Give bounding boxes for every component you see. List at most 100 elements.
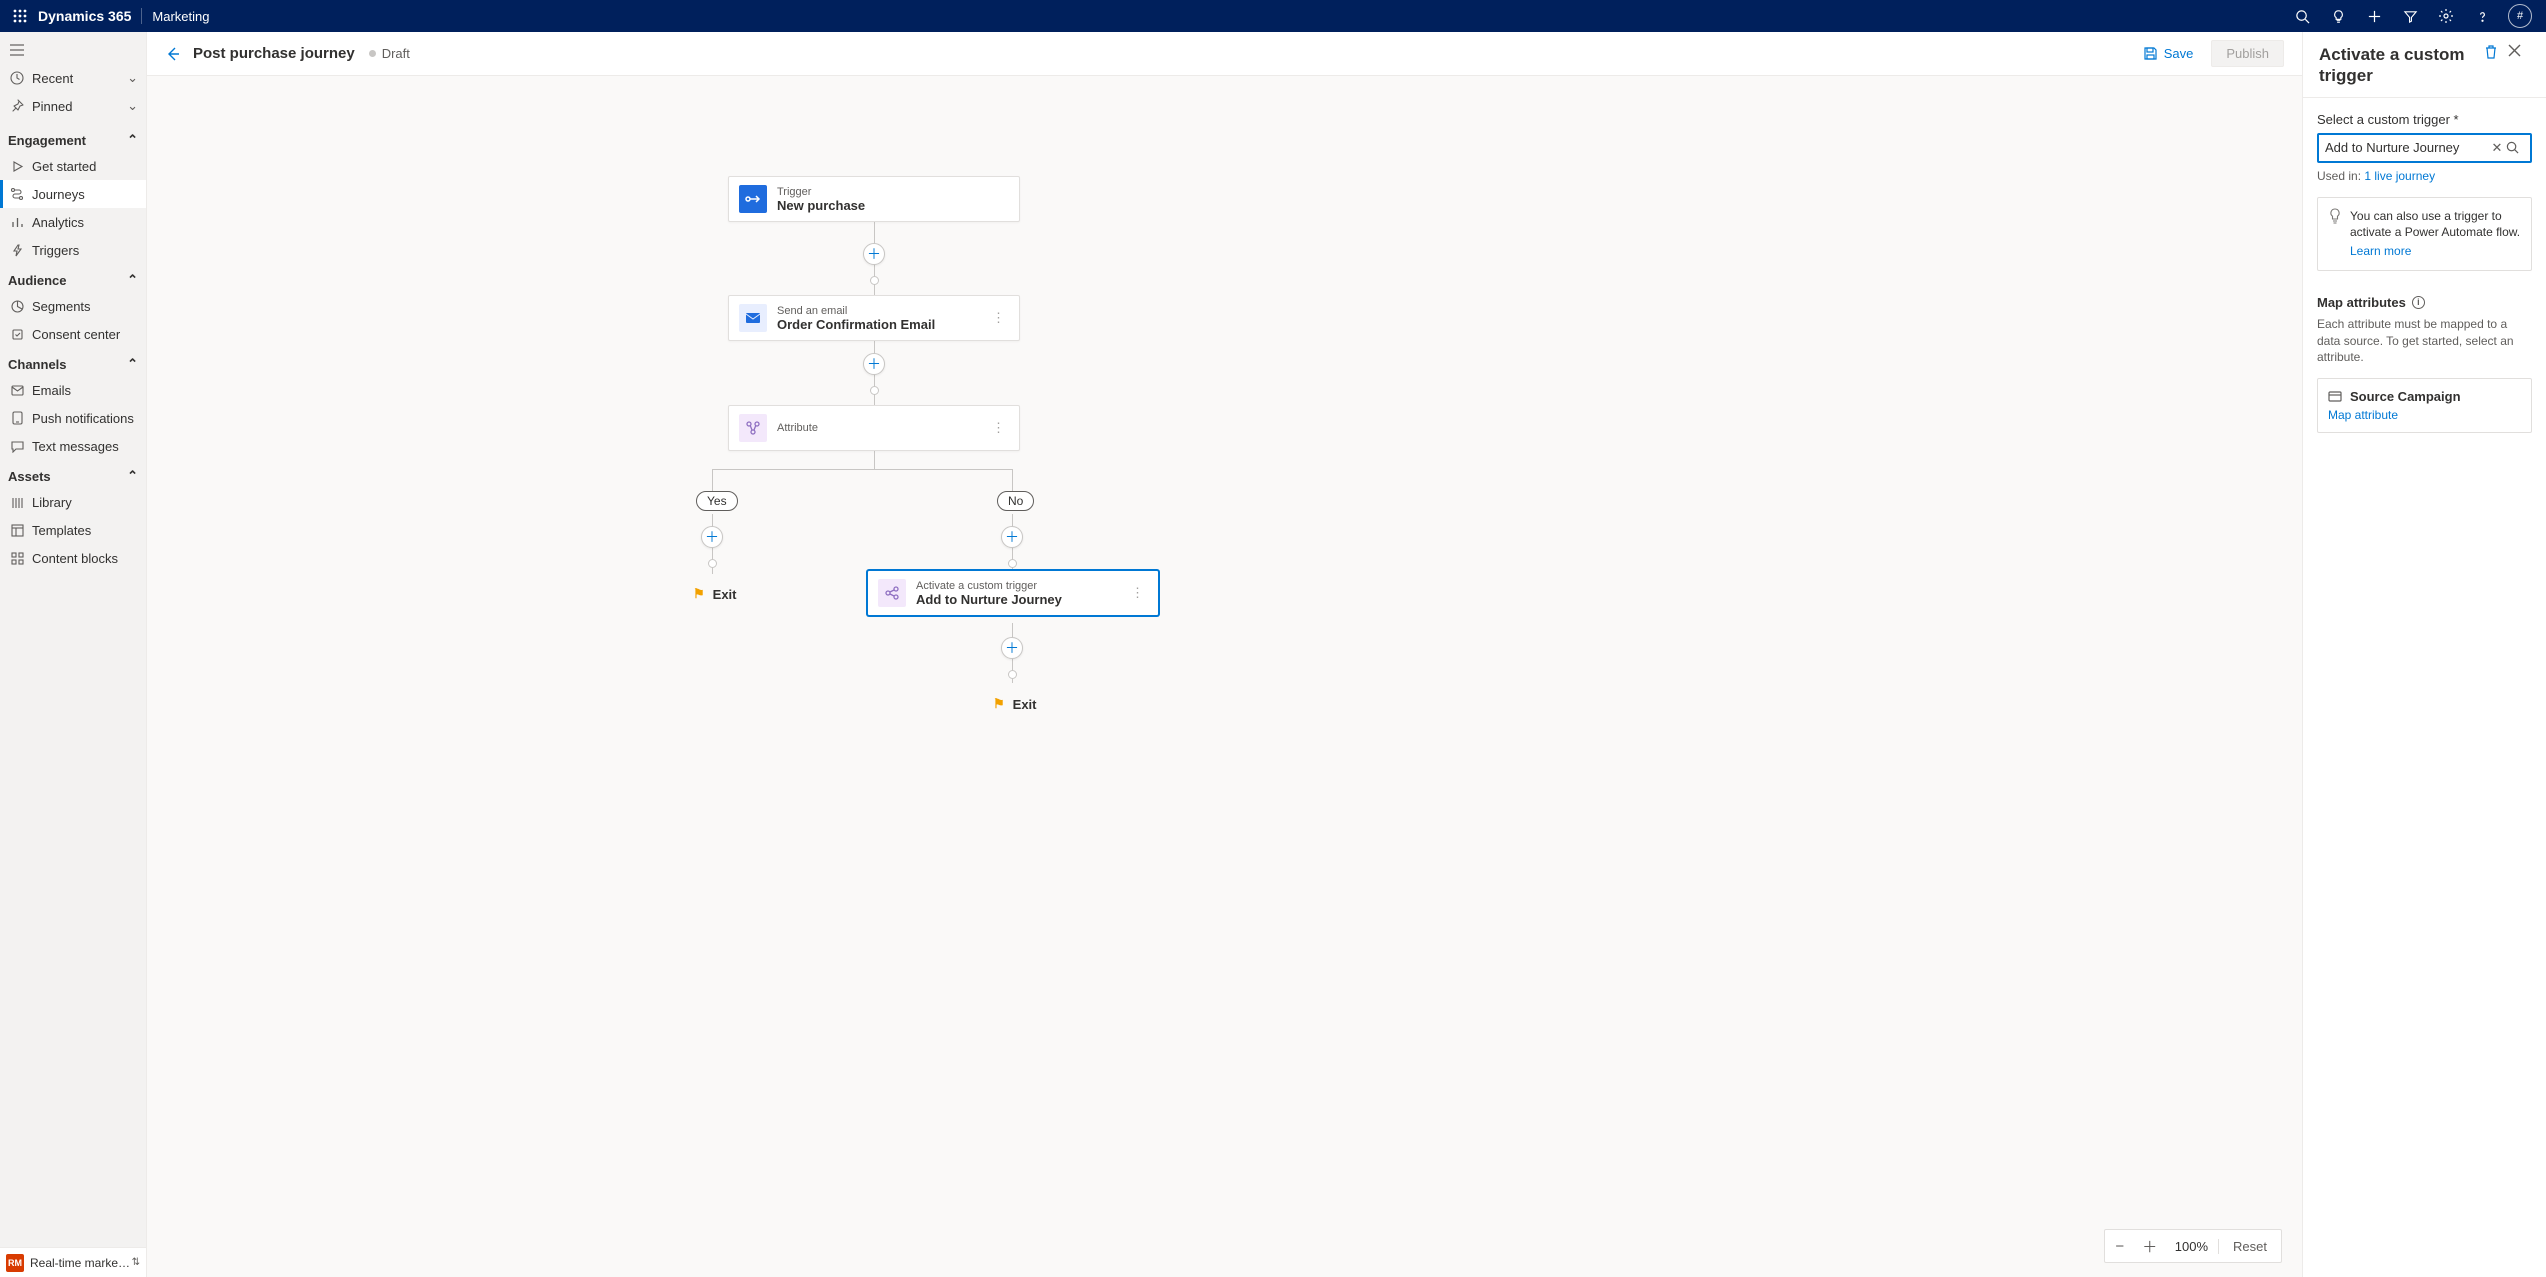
- add-node-button[interactable]: ＋: [863, 243, 885, 265]
- attribute-card[interactable]: Source Campaign Map attribute: [2317, 378, 2532, 433]
- node-email[interactable]: Send an email Order Confirmation Email ⋮: [728, 295, 1020, 341]
- clock-icon: [8, 71, 26, 85]
- chevron-up-icon: ⌃: [127, 272, 138, 288]
- group-engagement[interactable]: Engagement⌃: [0, 124, 146, 152]
- anchor: [1008, 559, 1017, 568]
- sidebar-item-library[interactable]: Library: [0, 488, 146, 516]
- flag-icon: ⚑: [693, 586, 705, 602]
- canvas[interactable]: ＋ ＋ Yes No ＋ ⚑Exit ＋: [147, 76, 2302, 1277]
- search-icon[interactable]: [2284, 0, 2320, 32]
- avatar[interactable]: #: [2508, 4, 2532, 28]
- properties-panel: Activate a custom trigger Select a custo…: [2302, 32, 2546, 1277]
- anchor: [870, 386, 879, 395]
- hamburger-icon[interactable]: [0, 36, 146, 64]
- delete-button[interactable]: [2484, 44, 2508, 59]
- back-button[interactable]: [165, 46, 189, 62]
- zoom-value: 100%: [2165, 1239, 2218, 1254]
- brand-label[interactable]: Dynamics 365: [34, 8, 142, 24]
- sidebar-item-triggers[interactable]: Triggers: [0, 236, 146, 264]
- filter-icon[interactable]: [2392, 0, 2428, 32]
- info-tip: You can also use a trigger to activate a…: [2317, 197, 2532, 271]
- exit-node: ⚑Exit: [693, 586, 737, 602]
- page-title: Post purchase journey: [189, 45, 355, 62]
- map-attribute-link[interactable]: Map attribute: [2328, 408, 2521, 422]
- chevron-up-icon: ⌃: [127, 468, 138, 484]
- add-icon[interactable]: [2356, 0, 2392, 32]
- group-audience[interactable]: Audience⌃: [0, 264, 146, 292]
- sidebar-item-segments[interactable]: Segments: [0, 292, 146, 320]
- close-button[interactable]: [2508, 44, 2532, 57]
- library-icon: [8, 496, 26, 509]
- connector: [712, 469, 1012, 470]
- more-icon[interactable]: ⋮: [1127, 585, 1148, 601]
- status-label: Draft: [382, 46, 410, 61]
- command-bar: Post purchase journey Draft Save Publish: [147, 32, 2302, 76]
- lightbulb-icon: [2328, 208, 2342, 260]
- email-icon: [8, 385, 26, 396]
- email-node-icon: [739, 304, 767, 332]
- search-icon[interactable]: [2506, 141, 2524, 154]
- chevron-down-icon: ⌄: [127, 70, 138, 86]
- sidebar-item-templates[interactable]: Templates: [0, 516, 146, 544]
- connector: [712, 469, 713, 491]
- chevron-up-icon: ⌃: [127, 132, 138, 148]
- trigger-node-icon: [739, 185, 767, 213]
- zoom-out-button[interactable]: −: [2105, 1238, 2135, 1255]
- trigger-icon: [8, 244, 26, 257]
- sidebar-item-emails[interactable]: Emails: [0, 376, 146, 404]
- sidebar-item-push[interactable]: Push notifications: [0, 404, 146, 432]
- connector: [1012, 469, 1013, 491]
- status-dot: [369, 50, 376, 57]
- node-trigger[interactable]: Trigger New purchase: [728, 176, 1020, 222]
- consent-icon: [8, 328, 26, 341]
- publish-button[interactable]: Publish: [2211, 40, 2284, 67]
- gear-icon[interactable]: [2428, 0, 2464, 32]
- node-attribute[interactable]: Attribute ⋮: [728, 405, 1020, 451]
- panel-title: Activate a custom trigger: [2319, 44, 2484, 87]
- sidebar-item-analytics[interactable]: Analytics: [0, 208, 146, 236]
- sidebar-item-journeys[interactable]: Journeys: [0, 180, 146, 208]
- sidebar: Recent ⌄ Pinned ⌄ Engagement⌃ Get starte…: [0, 32, 147, 1277]
- module-label[interactable]: Marketing: [142, 9, 209, 24]
- exit-node: ⚑Exit: [993, 696, 1037, 712]
- learn-more-link[interactable]: Learn more: [2350, 243, 2521, 260]
- add-node-button[interactable]: ＋: [1001, 526, 1023, 548]
- lightbulb-icon[interactable]: [2320, 0, 2356, 32]
- sidebar-pinned[interactable]: Pinned ⌄: [0, 92, 146, 120]
- group-channels[interactable]: Channels⌃: [0, 348, 146, 376]
- more-icon[interactable]: ⋮: [988, 420, 1009, 436]
- updown-icon: ⇅: [132, 1257, 140, 1268]
- add-node-button[interactable]: ＋: [863, 353, 885, 375]
- info-icon[interactable]: i: [2412, 296, 2425, 309]
- chevron-up-icon: ⌃: [127, 356, 138, 372]
- add-node-button[interactable]: ＋: [701, 526, 723, 548]
- branch-yes[interactable]: Yes: [696, 491, 738, 511]
- sidebar-item-consent[interactable]: Consent center: [0, 320, 146, 348]
- chevron-down-icon: ⌄: [127, 98, 138, 114]
- map-attributes-header: Map attributes i: [2317, 295, 2532, 310]
- branch-no[interactable]: No: [997, 491, 1034, 511]
- save-button[interactable]: Save: [2133, 46, 2204, 61]
- zoom-in-button[interactable]: ＋: [2135, 1236, 2165, 1257]
- app-launcher-icon[interactable]: [6, 9, 34, 23]
- used-in-link[interactable]: 1 live journey: [2364, 169, 2435, 183]
- template-icon: [8, 524, 26, 537]
- anchor: [1008, 670, 1017, 679]
- select-trigger-field[interactable]: Add to Nurture Journey ✕: [2317, 133, 2532, 163]
- group-assets[interactable]: Assets⌃: [0, 460, 146, 488]
- sidebar-item-content-blocks[interactable]: Content blocks: [0, 544, 146, 572]
- node-custom-trigger[interactable]: Activate a custom trigger Add to Nurture…: [867, 570, 1159, 616]
- sidebar-item-get-started[interactable]: Get started: [0, 152, 146, 180]
- clear-icon[interactable]: ✕: [2488, 140, 2506, 156]
- more-icon[interactable]: ⋮: [988, 310, 1009, 326]
- sidebar-recent[interactable]: Recent ⌄: [0, 64, 146, 92]
- map-attributes-desc: Each attribute must be mapped to a data …: [2317, 316, 2532, 366]
- sidebar-item-text[interactable]: Text messages: [0, 432, 146, 460]
- pin-icon: [8, 99, 26, 113]
- zoom-reset-button[interactable]: Reset: [2218, 1239, 2281, 1254]
- help-icon[interactable]: [2464, 0, 2500, 32]
- add-node-button[interactable]: ＋: [1001, 637, 1023, 659]
- sidebar-footer[interactable]: RM Real-time marketi… ⇅: [0, 1247, 146, 1277]
- main: Post purchase journey Draft Save Publish…: [147, 32, 2302, 1277]
- field-icon: [2328, 391, 2342, 402]
